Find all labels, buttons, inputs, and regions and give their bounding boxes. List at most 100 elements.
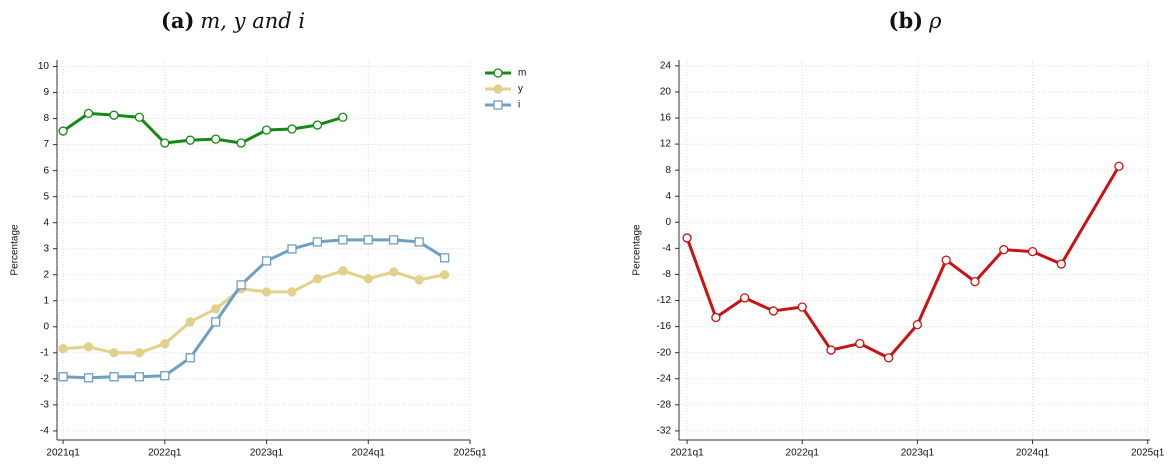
point	[826, 345, 836, 355]
y-tick-label: 10	[38, 61, 50, 72]
point	[999, 245, 1009, 255]
panel-label: (b)	[889, 8, 924, 33]
point	[134, 372, 145, 382]
point	[312, 237, 323, 247]
y-tick-label: -4	[662, 243, 671, 254]
y-tick-label: 24	[660, 61, 672, 72]
point	[414, 275, 424, 285]
y-tick-label: -32	[657, 426, 672, 437]
point	[287, 124, 297, 134]
legend-label: y	[518, 84, 523, 95]
point	[58, 343, 68, 354]
point	[211, 304, 221, 314]
series-line	[63, 238, 446, 380]
y-tick-label: 0	[43, 321, 49, 332]
y-tick-label: 8	[665, 165, 671, 176]
series-line	[685, 165, 1121, 360]
point	[338, 266, 348, 276]
point	[83, 108, 94, 119]
legend-marker	[493, 100, 503, 110]
point	[883, 353, 894, 363]
point	[58, 372, 68, 382]
point	[109, 372, 119, 382]
point	[797, 302, 807, 312]
point	[389, 267, 399, 277]
y-tick-label: -12	[657, 295, 672, 306]
point	[261, 125, 272, 135]
point	[287, 287, 297, 297]
x-tick-label: 2022q1	[148, 448, 182, 459]
series-line	[62, 111, 344, 145]
title-text: ρ	[928, 9, 942, 33]
x-tick-label: 2024q1	[1016, 448, 1050, 459]
point	[211, 317, 221, 327]
point	[134, 348, 145, 358]
x-tick-label: 2021q1	[670, 448, 704, 459]
point	[389, 235, 399, 245]
y-tick-label: 16	[660, 113, 672, 124]
legend-marker	[493, 68, 503, 78]
point	[439, 253, 450, 263]
y-axis-label: Percentage	[10, 224, 21, 276]
point	[287, 244, 297, 254]
y-tick-label: 7	[43, 139, 49, 150]
y-tick-label: 4	[665, 191, 671, 202]
y-tick-label: -20	[657, 347, 672, 358]
point	[160, 339, 170, 349]
point	[941, 255, 951, 265]
point	[261, 287, 272, 297]
y-tick-label: -28	[657, 399, 672, 410]
point	[134, 112, 145, 122]
point	[1114, 161, 1124, 171]
y-tick-label: 12	[660, 139, 672, 150]
y-tick-label: -2	[40, 373, 49, 384]
point	[312, 120, 323, 130]
point	[58, 126, 68, 136]
point	[236, 138, 246, 148]
y-tick-label: 8	[43, 113, 49, 124]
point	[211, 134, 221, 144]
point	[83, 342, 94, 352]
point	[768, 306, 779, 316]
point	[363, 274, 373, 284]
y-tick-label: 2	[43, 269, 49, 280]
point	[1027, 246, 1038, 257]
series-line	[62, 269, 445, 355]
point	[682, 233, 692, 243]
y-tick-label: 9	[43, 87, 49, 98]
y-tick-label: 0	[665, 217, 671, 228]
chart-title: (b) ρ	[889, 8, 943, 33]
y-tick-label: 5	[43, 191, 49, 202]
point	[338, 235, 348, 245]
point	[1056, 259, 1066, 269]
y-tick-label: 6	[43, 165, 49, 176]
point	[739, 293, 750, 303]
point	[185, 135, 195, 145]
point	[160, 371, 170, 381]
point	[338, 112, 348, 122]
point	[711, 312, 721, 323]
y-tick-label: -24	[657, 373, 672, 384]
y-axis-label: Percentage	[632, 224, 643, 276]
y-tick-label: -4	[40, 426, 49, 437]
title-text: m, y and i	[200, 9, 305, 33]
x-tick-label: 2023q1	[901, 448, 935, 459]
y-tick-label: -1	[40, 347, 49, 358]
legend-label: m	[518, 68, 526, 79]
x-tick-label: 2025q1	[1131, 448, 1165, 459]
x-tick-label: 2022q1	[786, 448, 820, 459]
panel-label: (a)	[161, 8, 194, 33]
y-tick-label: 4	[43, 217, 49, 228]
point	[109, 348, 119, 358]
legend-label: i	[518, 100, 520, 111]
point	[160, 138, 170, 148]
point	[912, 319, 923, 330]
chart-title: (a) m, y and i	[161, 8, 305, 33]
x-tick-label: 2023q1	[250, 448, 284, 459]
point	[261, 256, 272, 266]
x-tick-label: 2024q1	[352, 448, 386, 459]
x-tick-label: 2025q1	[453, 448, 487, 459]
y-tick-label: 3	[43, 243, 49, 254]
